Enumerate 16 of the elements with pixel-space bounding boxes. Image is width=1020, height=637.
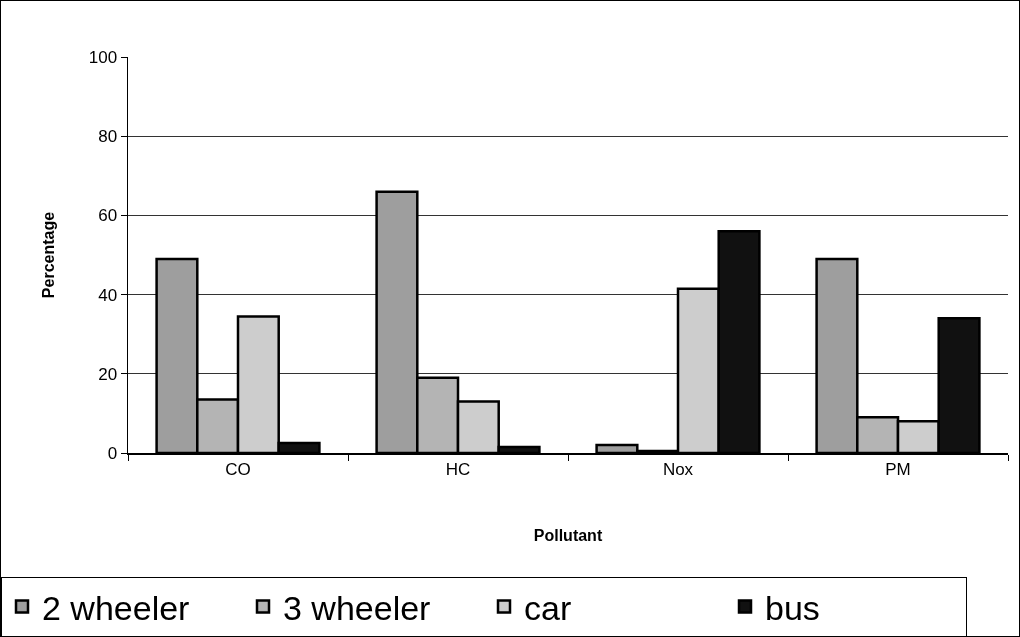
x-tick-label: PM: [885, 459, 911, 479]
x-tick-label: HC: [445, 459, 471, 479]
x-tick-label: Nox: [662, 459, 694, 479]
y-tick-label: 80: [98, 127, 118, 147]
y-tick-label: 20: [98, 364, 118, 384]
legend-label: 3 wheeler: [283, 588, 431, 627]
x-tick-label: CO: [225, 459, 251, 479]
y-tick-label: 60: [98, 206, 118, 226]
x-axis-title: Pollutant: [533, 527, 603, 545]
y-tick-label: 40: [98, 285, 118, 305]
y-axis-title: Percentage: [39, 211, 57, 299]
legend-label: bus: [765, 588, 820, 627]
y-tick-label: 100: [88, 47, 118, 67]
legend-label: car: [524, 588, 572, 627]
legend-label: 2 wheeler: [42, 588, 190, 627]
y-tick-label: 0: [107, 443, 118, 463]
